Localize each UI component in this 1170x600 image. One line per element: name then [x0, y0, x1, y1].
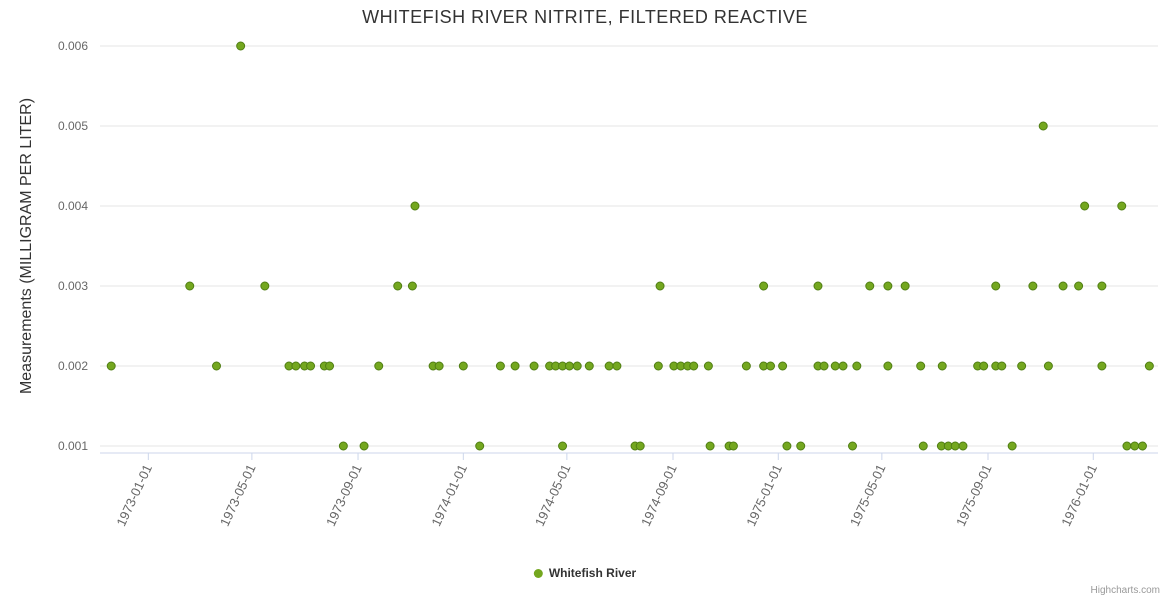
y-tick-label: 0.001: [58, 439, 88, 453]
data-point[interactable]: [212, 361, 222, 371]
x-tick-label: 1975-05-01: [847, 462, 889, 529]
data-point[interactable]: [1043, 361, 1053, 371]
data-point[interactable]: [900, 281, 910, 291]
data-point[interactable]: [813, 281, 823, 291]
y-tick-label: 0.002: [58, 359, 88, 373]
data-point[interactable]: [495, 361, 505, 371]
data-point[interactable]: [1028, 281, 1038, 291]
chart-title: WHITEFISH RIVER NITRITE, FILTERED REACTI…: [362, 7, 808, 27]
data-point[interactable]: [1097, 361, 1107, 371]
legend-label: Whitefish River: [548, 566, 637, 580]
data-point[interactable]: [564, 361, 574, 371]
data-point[interactable]: [1097, 281, 1107, 291]
data-point[interactable]: [848, 441, 858, 451]
data-point[interactable]: [1117, 201, 1127, 211]
data-point[interactable]: [407, 281, 417, 291]
data-point[interactable]: [937, 361, 947, 371]
x-tick-label: 1974-05-01: [532, 462, 574, 529]
x-tick-label: 1974-01-01: [428, 462, 470, 529]
data-point[interactable]: [374, 361, 384, 371]
data-point[interactable]: [306, 361, 316, 371]
data-point[interactable]: [458, 361, 468, 371]
x-tick-label: 1976-01-01: [1058, 462, 1100, 529]
data-point[interactable]: [434, 361, 444, 371]
data-point[interactable]: [393, 281, 403, 291]
data-point[interactable]: [796, 441, 806, 451]
data-point[interactable]: [1074, 281, 1084, 291]
data-point[interactable]: [1058, 281, 1068, 291]
data-point[interactable]: [635, 441, 645, 451]
x-tick-label: 1973-09-01: [323, 462, 365, 529]
data-point[interactable]: [572, 361, 582, 371]
data-point[interactable]: [236, 41, 246, 51]
y-tick-label: 0.004: [58, 199, 88, 213]
data-point[interactable]: [883, 281, 893, 291]
data-point[interactable]: [916, 361, 926, 371]
data-point[interactable]: [830, 361, 840, 371]
y-tick-label: 0.006: [58, 39, 88, 53]
y-tick-label: 0.003: [58, 279, 88, 293]
data-point[interactable]: [510, 361, 520, 371]
data-point[interactable]: [260, 281, 270, 291]
data-point[interactable]: [852, 361, 862, 371]
data-point[interactable]: [838, 361, 848, 371]
data-point[interactable]: [728, 441, 738, 451]
data-point[interactable]: [106, 361, 116, 371]
data-point[interactable]: [979, 361, 989, 371]
data-point[interactable]: [741, 361, 751, 371]
data-point[interactable]: [291, 361, 301, 371]
data-point[interactable]: [991, 281, 1001, 291]
data-point[interactable]: [689, 361, 699, 371]
data-point[interactable]: [529, 361, 539, 371]
data-point[interactable]: [612, 361, 622, 371]
x-tick-label: 1973-01-01: [113, 462, 155, 529]
data-point[interactable]: [653, 361, 663, 371]
data-point[interactable]: [1122, 441, 1132, 451]
legend-item[interactable]: Whitefish River: [533, 566, 637, 580]
data-point[interactable]: [655, 281, 665, 291]
y-tick-label: 0.005: [58, 119, 88, 133]
x-tick-label: 1975-09-01: [953, 462, 995, 529]
data-point[interactable]: [475, 441, 485, 451]
highcharts-credit[interactable]: Highcharts.com: [1090, 585, 1160, 596]
data-point[interactable]: [1038, 121, 1048, 131]
data-point[interactable]: [1080, 201, 1090, 211]
data-point[interactable]: [819, 361, 829, 371]
data-point[interactable]: [1017, 361, 1027, 371]
data-point[interactable]: [1144, 361, 1154, 371]
x-tick-label: 1975-01-01: [743, 462, 785, 529]
data-point[interactable]: [185, 281, 195, 291]
data-point[interactable]: [1130, 441, 1140, 451]
data-point[interactable]: [338, 441, 348, 451]
data-point[interactable]: [604, 361, 614, 371]
data-point[interactable]: [865, 281, 875, 291]
data-point[interactable]: [958, 441, 968, 451]
x-tick-label: 1974-09-01: [638, 462, 680, 529]
data-point[interactable]: [997, 361, 1007, 371]
data-point[interactable]: [705, 441, 715, 451]
data-point[interactable]: [1137, 441, 1147, 451]
data-point[interactable]: [558, 441, 568, 451]
data-point[interactable]: [703, 361, 713, 371]
data-point[interactable]: [778, 361, 788, 371]
data-point[interactable]: [782, 441, 792, 451]
data-point[interactable]: [584, 361, 594, 371]
legend-marker-icon: [533, 568, 543, 578]
data-point[interactable]: [766, 361, 776, 371]
data-point[interactable]: [759, 281, 769, 291]
data-point[interactable]: [410, 201, 420, 211]
data-point[interactable]: [325, 361, 335, 371]
data-point[interactable]: [883, 361, 893, 371]
data-point[interactable]: [918, 441, 928, 451]
data-point[interactable]: [950, 441, 960, 451]
data-point[interactable]: [1007, 441, 1017, 451]
x-tick-label: 1973-05-01: [217, 462, 259, 529]
data-point[interactable]: [359, 441, 369, 451]
